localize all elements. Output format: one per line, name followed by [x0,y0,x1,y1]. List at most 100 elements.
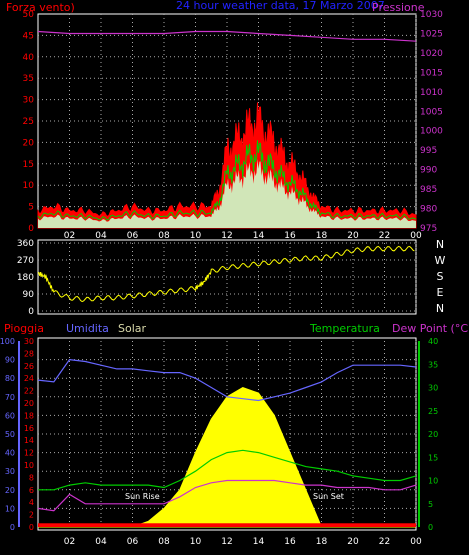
x-tick-label: 20 [347,231,359,241]
x-tick-label: 06 [127,537,139,547]
dew-point-label: Dew Point (°C) [392,322,469,335]
humidity-tick-label: 26 [24,362,34,371]
x-tick-label: 14 [253,231,265,241]
humidity-tick-label: 22 [24,387,34,396]
humidity-tick-label: 30 [24,337,34,346]
rain-tick-label: 20 [5,486,15,495]
chart-title: 24 hour weather data, 17 Marzo 2007 [176,0,385,12]
y-tick-label-right: 975 [420,224,437,234]
y-tick-label-left: 45 [23,31,34,41]
x-tick-label: 18 [316,231,328,241]
x-tick-label: 22 [379,231,390,241]
humidity-tick-label: 6 [29,486,34,495]
pressure-label: Pressione [372,1,425,14]
x-tick-label: 02 [64,231,75,241]
humidity-label: Umidita [66,322,109,335]
y-tick-label-left: 5 [28,203,34,213]
y-tick-label-right: 1005 [420,107,443,117]
y-tick-label-right: 1010 [420,88,443,98]
y-tick-label-right: 995 [420,146,437,156]
humidity-series [37,358,417,402]
y-tick-label-right: 1025 [420,29,443,39]
direction-label: W [435,254,446,267]
x-tick-label: 14 [253,537,265,547]
direction-label: N [436,302,444,315]
rain-tick-label: 90 [5,356,15,365]
rain-tick-label: 0 [10,523,15,532]
x-tick-label: 08 [158,231,170,241]
rain-tick-label: 40 [5,449,15,458]
humidity-tick-label: 2 [29,511,34,520]
y-tick-label-left: 270 [17,256,34,266]
humidity-tick-label: 4 [29,498,34,507]
humidity-tick-label: 20 [24,399,34,408]
temperature-series [38,449,417,491]
y-tick-label-right: 1015 [420,68,443,78]
x-tick-label: 04 [95,231,107,241]
temperature-label: Temperatura [309,322,380,335]
temp-tick-label: 40 [428,337,438,346]
y-tick-label-left: 25 [23,117,34,127]
x-tick-label: 06 [127,231,139,241]
humidity-tick-label: 14 [24,436,34,445]
y-tick-label-right: 980 [420,205,437,215]
humidity-tick-label: 28 [24,349,34,358]
direction-label: N [436,238,444,251]
y-tick-label-right: 1000 [420,127,443,137]
y-tick-label-left: 180 [17,273,34,283]
temp-tick-label: 10 [428,477,438,486]
humidity-tick-label: 8 [29,473,34,482]
x-tick-label: 18 [316,537,328,547]
rain-tick-label: 60 [5,411,15,420]
y-tick-label-right: 1020 [420,49,443,59]
sunset-label: Sun Set [313,492,344,501]
temp-tick-label: 5 [428,500,433,509]
y-tick-label-right: 990 [420,166,437,176]
rain-label: Pioggia [4,322,44,335]
rain-tick-label: 10 [5,504,15,513]
temp-tick-label: 20 [428,430,438,439]
x-tick-label: 20 [347,537,359,547]
y-tick-label-left: 50 [23,10,35,20]
x-tick-label: 16 [284,537,296,547]
temp-tick-label: 30 [428,384,438,393]
solar-label: Solar [118,322,147,335]
rain-tick-label: 80 [5,374,15,383]
y-tick-label-left: 90 [23,290,35,300]
temp-tick-label: 35 [428,360,438,369]
x-tick-label: 10 [190,537,202,547]
wind-gust-fill [38,159,416,228]
y-tick-label-right: 1030 [420,10,443,20]
humidity-tick-label: 12 [24,449,34,458]
x-tick-label: 10 [190,231,202,241]
x-tick-label: 22 [379,537,390,547]
x-tick-label: 12 [221,537,232,547]
wind-direction-series [37,245,415,303]
humidity-tick-label: 24 [24,374,34,383]
wind-speed-series [37,102,417,229]
humidity-temp-chart: 0102030405060708090100024681012141618202… [0,337,438,547]
y-tick-label-left: 0 [28,307,34,317]
y-tick-label-left: 0 [28,224,34,234]
x-tick-label: 00 [410,537,422,547]
x-tick-label: 02 [64,537,75,547]
pressure-series [37,30,417,42]
temp-tick-label: 0 [428,523,433,532]
y-tick-label-left: 10 [23,181,35,191]
dew-point-series [37,479,417,512]
y-tick-label-left: 40 [23,53,35,63]
humidity-tick-label: 0 [29,523,34,532]
x-tick-label: 16 [284,231,296,241]
wind-average-series [37,140,417,221]
x-tick-label: 12 [221,231,232,241]
y-tick-label-left: 35 [23,74,34,84]
y-tick-label-left: 20 [23,138,35,148]
x-tick-label: 00 [410,231,422,241]
y-tick-label-left: 15 [23,160,34,170]
rain-tick-label: 70 [5,393,15,402]
temp-tick-label: 15 [428,453,438,462]
y-tick-label-left: 30 [23,96,35,106]
direction-label: E [437,286,444,299]
